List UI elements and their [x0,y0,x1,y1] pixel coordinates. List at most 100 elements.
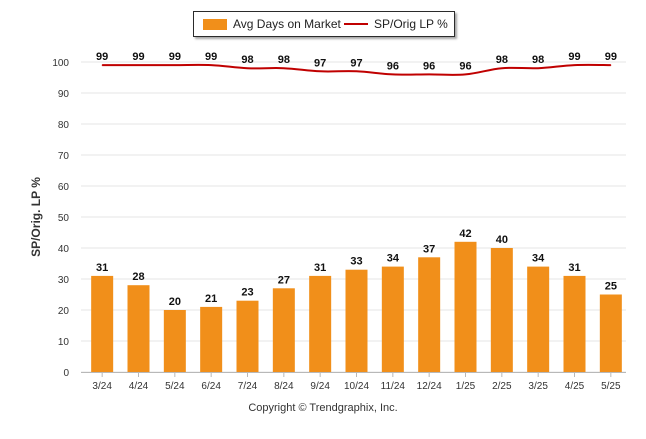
line-point [319,70,321,72]
bar-value-label: 21 [205,293,217,305]
bar-1-25 [454,241,477,372]
y-tick-label: 30 [58,275,70,286]
line-value-label: 99 [96,51,108,63]
line-point [101,64,103,66]
bar-value-label: 27 [278,274,290,286]
x-tick-label: 4/24 [129,381,149,392]
y-tick-label: 60 [58,182,70,193]
line-point [610,64,612,66]
line-value-label: 99 [205,51,217,63]
line-point [247,67,248,69]
line-point [356,70,357,72]
bar-3-24 [91,275,114,372]
y-tick-label: 0 [63,368,69,379]
bar-value-label: 31 [314,262,326,274]
bar-value-label: 31 [568,262,580,274]
line-value-label: 97 [314,57,326,69]
y-tick-label: 40 [58,244,70,255]
bar-value-label: 42 [459,228,471,240]
x-tick-label: 4/25 [565,381,585,392]
x-tick-label: 9/24 [310,381,330,392]
x-tick-label: 12/24 [417,381,442,392]
y-tick-label: 90 [58,89,70,100]
bar-5-25 [599,294,622,372]
line-value-label: 97 [350,57,362,69]
bar-layer [91,241,622,372]
y-tick-label: 20 [58,306,70,317]
bar-6-24 [200,306,223,372]
bar-4-25 [563,275,586,372]
line-value-label: 98 [241,54,253,66]
y-tick-label: 50 [58,213,70,224]
bar-2-25 [490,248,513,372]
bar-11-24 [381,266,404,372]
bar-8-24 [272,288,295,372]
line-value-label: 99 [568,51,580,63]
bar-value-label: 34 [387,253,400,265]
legend-bar-label: Avg Days on Market [233,17,341,31]
line-value-label: 99 [605,51,617,63]
legend: Avg Days on Market SP/Orig LP % [193,11,455,37]
legend-line-label: SP/Orig LP % [374,17,448,31]
bar-value-label: 33 [350,256,362,268]
bar-12-24 [418,257,441,372]
legend-item-bar[interactable]: Avg Days on Market [203,17,341,31]
y-tick-label: 100 [52,58,69,69]
x-tick-label: 2/25 [492,381,512,392]
x-tick-label: 5/25 [601,381,621,392]
line-point [428,73,430,75]
bar-value-label: 28 [132,271,144,283]
label-layer: 31 28 20 21 23 27 31 33 34 37 42 40 34 31 25 99 99 99 99 98… [96,51,617,308]
bar-value-label: 23 [241,287,253,299]
line-point [210,64,212,66]
line-point [465,73,466,75]
x-tick-label: 7/24 [238,381,258,392]
line-value-label: 98 [496,54,508,66]
y-tick-label: 70 [58,151,70,162]
bar-value-label: 34 [532,253,545,265]
bar-7-24 [236,300,259,372]
line-value-label: 96 [423,60,435,72]
legend-item-line[interactable]: SP/Orig LP % [344,17,448,31]
bar-5-24 [163,310,186,372]
x-tick-label: 5/24 [165,381,185,392]
x-tick-label: 3/24 [92,381,112,392]
line-layer [101,63,612,76]
line-point [138,64,139,66]
x-tick-label: 10/24 [344,381,369,392]
line-point [283,67,285,69]
x-tick-label: 11/24 [381,381,406,392]
line-value-label: 99 [169,51,181,63]
line-point [174,64,176,66]
bar-10-24 [345,269,368,372]
copyright-text: Copyright © Trendgraphix, Inc. [248,402,398,414]
legend-bar-swatch [203,18,227,30]
line-value-label: 99 [132,51,144,63]
y-tick-label: 10 [58,337,70,348]
bar-4-24 [127,285,150,372]
line-value-label: 98 [532,54,544,66]
line-value-label: 98 [278,54,290,66]
bar-9-24 [309,275,332,372]
y-tick-label: 80 [58,120,70,131]
y-axis-title: SP/Orig. LP % [29,177,43,257]
bar-value-label: 37 [423,243,435,255]
bar-value-label: 40 [496,234,508,246]
line-point [501,67,503,69]
line-value-label: 96 [387,60,399,72]
x-tick-label: 6/24 [201,381,221,392]
x-tick-label: 8/24 [274,381,294,392]
line-point [537,67,539,69]
bar-3-25 [527,266,550,372]
axis-layer: 0 10 20 30 40 50 60 70 80 90 100 3/24 4/24 5/24 6/24 7/… [52,58,626,392]
bar-value-label: 25 [605,281,617,293]
line-point [392,73,394,75]
bar-value-label: 20 [169,296,181,308]
line-point [574,64,575,66]
legend-line-swatch [344,23,368,25]
bar-value-label: 31 [96,262,108,274]
line-value-label: 96 [459,60,471,72]
x-tick-label: 3/25 [528,381,548,392]
